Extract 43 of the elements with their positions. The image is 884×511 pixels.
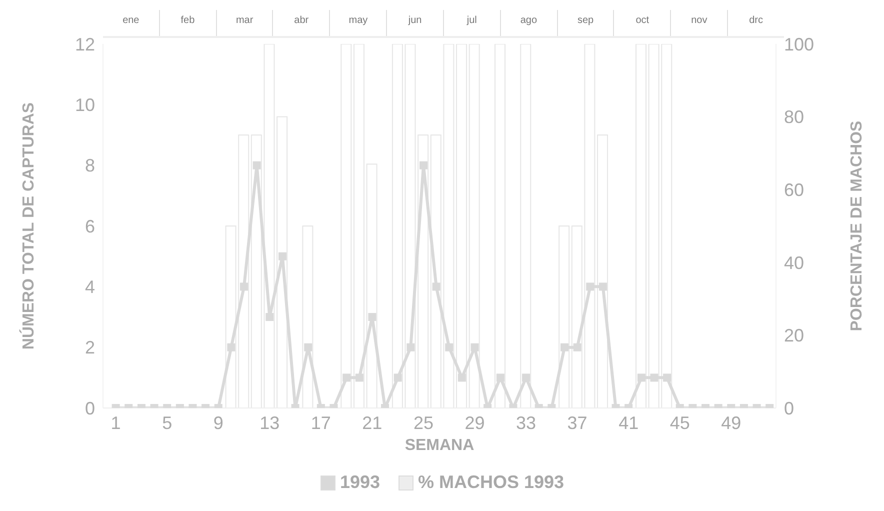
x-tick-label: 17: [310, 412, 331, 433]
text: mar: [216, 10, 272, 36]
y2-tick-label: 80: [784, 107, 804, 128]
x-tick-label: 45: [670, 412, 690, 433]
x-tick-label: 25: [413, 412, 434, 433]
text: sep: [556, 10, 614, 36]
y2-axis-title: PORCENTAJE DE MACHOS: [848, 120, 866, 332]
y2-tick-label: 20: [784, 326, 804, 346]
text: jul: [442, 10, 500, 36]
text: feb: [158, 10, 216, 36]
legend-label: 1993: [340, 472, 380, 493]
x-tick-label: 9: [213, 412, 224, 433]
y2-tick-label: 40: [784, 252, 804, 273]
y-tick-label: 4: [84, 277, 95, 298]
y2-tick-label: 0: [784, 398, 794, 418]
legend-label: % MACHOS 1993: [418, 472, 564, 493]
text: may: [329, 10, 386, 36]
x-axis-title: SEMANA: [404, 437, 475, 454]
text: nov: [670, 10, 728, 36]
x-tick-label: 33: [516, 412, 536, 433]
x-tick-label: 49: [721, 412, 742, 433]
x-tick-label: 29: [464, 412, 485, 433]
y-tick-label: 10: [74, 95, 95, 116]
y-tick-label: 6: [84, 216, 95, 236]
text: oct: [613, 10, 670, 36]
y-tick-label: 2: [84, 338, 95, 358]
text: abr: [272, 10, 330, 36]
x-tick-label: 5: [162, 412, 172, 433]
y-axis-title: NÚMERO TOTAL DE CAPTURAS: [18, 102, 38, 350]
y-tick-label: 8: [84, 156, 95, 176]
text: drc: [727, 10, 784, 36]
y-tick-label: 0: [84, 398, 95, 418]
y-tick-label: 12: [74, 34, 95, 54]
text: ago: [500, 10, 557, 36]
x-tick-label: 1: [110, 412, 121, 433]
text: ene: [122, 14, 140, 28]
x-tick-label: 21: [362, 412, 382, 433]
y2-tick-label: 60: [784, 180, 804, 200]
text: jun: [386, 10, 443, 36]
x-tick-label: 37: [567, 412, 588, 433]
x-tick-label: 41: [618, 412, 639, 433]
y2-tick-label: 100: [784, 34, 814, 54]
x-tick-label: 13: [260, 412, 280, 433]
